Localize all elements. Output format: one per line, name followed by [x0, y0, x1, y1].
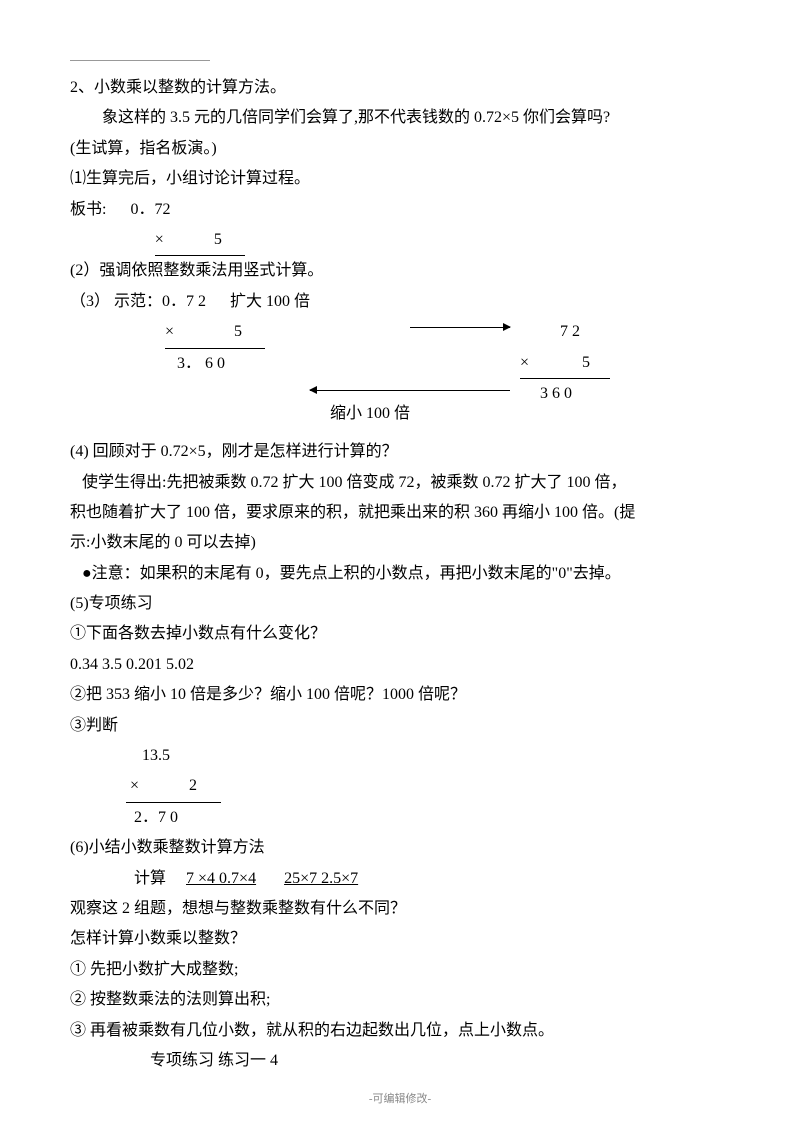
op: × — [155, 231, 164, 248]
para: ② 按整数乘法的法则算出积; — [70, 985, 730, 1015]
para: ②把 353 缩小 10 倍是多少？缩小 100 倍呢？1000 倍呢？ — [70, 680, 730, 710]
para: ③ 再看被乘数有几位小数，就从积的右边起数出几位，点上小数点。 — [70, 1016, 730, 1046]
arrow-right-icon — [410, 327, 510, 328]
text: 观察这 2 组题， — [70, 900, 182, 917]
para: (5)专项练习 — [70, 589, 730, 619]
exercise: 25×7 2.5×7 — [284, 870, 358, 887]
result: 3 6 0 — [520, 379, 610, 409]
multiplication-diagram: × 5 3． 6 0 7 2 × 5 3 6 0 缩小 100 倍 — [70, 317, 730, 437]
op: × — [130, 777, 139, 794]
right-calc: 7 2 × 5 3 6 0 — [520, 317, 610, 409]
num: 7 2 — [520, 317, 610, 347]
para: ③判断 — [70, 711, 730, 741]
num: 5 — [214, 231, 222, 248]
footer: -可编辑修改- — [0, 1089, 800, 1110]
para: (4) 回顾对于 0.72×5，刚才是怎样进行计算的？ — [70, 437, 730, 467]
value: 0．72 — [130, 201, 170, 218]
para: 示:小数末尾的 0 可以去掉) — [70, 528, 730, 558]
label: （3） 示范：0．7 2 — [70, 293, 206, 310]
para: 观察这 2 组题，想想与整数乘整数有什么不同？ — [70, 894, 730, 924]
para: (生试算，指名板演。) — [70, 134, 730, 164]
exercise: 7 ×4 0.7×4 — [186, 870, 256, 887]
para: (6)小结小数乘整数计算方法 — [70, 833, 730, 863]
num: 5 — [234, 323, 242, 340]
text: 想想与整数乘整数有什么不同？ — [182, 900, 406, 917]
para: 怎样计算小数乘以整数？ — [70, 924, 730, 954]
num: 2 — [189, 777, 197, 794]
para: ① 先把小数扩大成整数; — [70, 955, 730, 985]
para: (2）强调依照整数乘法用竖式计算。 — [70, 256, 730, 286]
calc: 13.5 — [70, 741, 730, 771]
para: ①下面各数去掉小数点有什么变化？ — [70, 619, 730, 649]
op: × — [520, 354, 529, 371]
text: ●注意：如果积的末尾有 0，要先点上积的小数点，再把小数末尾的"0"去掉。 — [82, 565, 621, 582]
para: 使学生得出:先把被乘数 0.72 扩大 100 倍变成 72，被乘数 0.72 … — [70, 468, 730, 498]
para: 0.34 3.5 0.201 5.02 — [70, 650, 730, 680]
label: 计算 — [134, 870, 166, 887]
heading-2: 2、小数乘以整数的计算方法。 — [70, 73, 730, 103]
para: 象这样的 3.5 元的几倍同学们会算了,那不代表钱数的 0.72×5 你们会算吗… — [70, 103, 730, 133]
calc-row: × 5 — [70, 225, 730, 256]
label: 缩小 100 倍 — [330, 399, 410, 429]
label: 扩大 100 倍 — [230, 293, 310, 310]
para: ●注意：如果积的末尾有 0，要先点上积的小数点，再把小数末尾的"0"去掉。 — [70, 559, 730, 589]
left-calc: × 5 3． 6 0 — [165, 317, 265, 379]
para: 专项练习 练习一 4 — [70, 1046, 730, 1076]
text: 使学生得出:先把被乘数 0.72 扩大 100 倍变成 72，被乘数 0.72 … — [82, 474, 626, 491]
calc-row: × 2 — [70, 771, 730, 802]
para: ⑴生算完后，小组讨论计算过程。 — [70, 164, 730, 194]
para: 计算 7 ×4 0.7×4 25×7 2.5×7 — [70, 864, 730, 894]
para: （3） 示范：0．7 2 扩大 100 倍 — [70, 287, 730, 317]
op: × — [165, 323, 174, 340]
label: 板书: — [70, 201, 106, 218]
para: 板书: 0．72 — [70, 195, 730, 225]
para: 积也随着扩大了 100 倍，要求原来的积，就把乘出来的积 360 再缩小 100… — [70, 498, 730, 528]
result: 3． 6 0 — [165, 349, 265, 379]
num: 5 — [582, 354, 590, 371]
calc: 2．7 0 — [70, 803, 730, 833]
header-rule — [70, 60, 210, 61]
arrow-left-icon — [310, 390, 510, 391]
